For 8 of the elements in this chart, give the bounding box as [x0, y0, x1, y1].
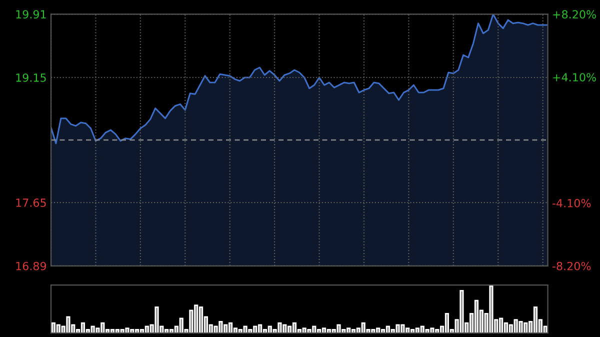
y-tick-label: 17.65 [16, 198, 46, 207]
y-tick-label: 19.91 [16, 10, 46, 19]
y-tick-label: 16.89 [16, 262, 46, 270]
y2-tick-label: -4.10% [552, 198, 591, 208]
y2-tick-label: +4.10% [553, 73, 596, 82]
y2-tick-label: +8.20% [553, 10, 596, 19]
y-tick-label: 19.15 [16, 73, 46, 82]
y2-tick-label: -8.20% [552, 262, 591, 270]
